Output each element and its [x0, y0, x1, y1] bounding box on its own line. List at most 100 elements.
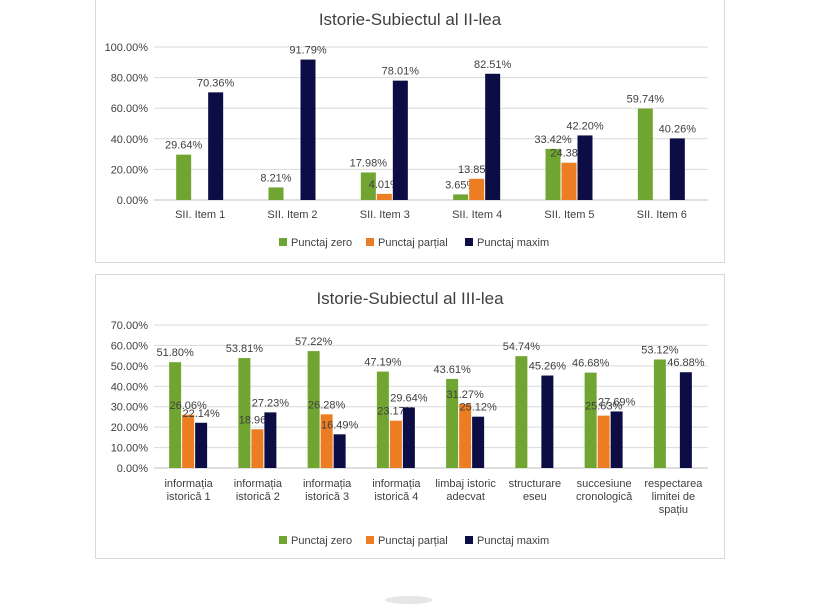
x-category-label: SII. Item 2 — [267, 209, 317, 221]
y-tick-label: 50.00% — [111, 361, 149, 373]
data-label: 57.22% — [295, 336, 333, 348]
bar-punctaj-partial — [459, 404, 472, 468]
x-category-label: SII. Item 4 — [452, 209, 502, 221]
x-category-label: informația — [234, 478, 283, 490]
x-category-label: SII. Item 5 — [544, 209, 594, 221]
chart-subiectul-3: Istorie-Subiectul al III-lea 70.00% 60.00… — [111, 289, 708, 547]
data-label: 59.74% — [627, 94, 665, 106]
bar-punctaj-partial — [182, 414, 195, 468]
chart-panel-subiectul-3: Istorie-Subiectul al III-lea 70.00% 60.00… — [95, 274, 725, 559]
bar-punctaj-zero — [545, 148, 561, 200]
x-category-label: adecvat — [446, 491, 485, 503]
chart-subiectul-2: Istorie-Subiectul al II-lea 100.00% 80.00… — [105, 10, 708, 249]
y-tick-label: 10.00% — [111, 443, 149, 455]
legend-swatch — [465, 238, 473, 246]
data-label: 45.26% — [529, 361, 567, 373]
legend-swatch — [279, 536, 287, 544]
data-label: 26.28% — [308, 399, 346, 411]
legend-swatch — [279, 238, 287, 246]
y-tick-label: 80.00% — [111, 73, 149, 85]
page-shadow — [385, 596, 433, 604]
x-category-label: istorică 2 — [236, 491, 280, 503]
bar-punctaj-maxim — [264, 412, 277, 468]
bar-punctaj-zero — [637, 108, 653, 200]
bar-punctaj-zero — [653, 359, 666, 468]
bar-punctaj-zero — [169, 362, 182, 468]
data-label: 4.01% — [369, 179, 400, 191]
bar-punctaj-zero — [584, 372, 597, 468]
bar-punctaj-maxim — [541, 375, 554, 468]
legend-swatch — [366, 238, 374, 246]
bar-punctaj-partial — [251, 429, 264, 468]
x-category-label: respectarea — [644, 478, 703, 490]
y-tick-label: 70.00% — [111, 320, 149, 332]
legend-label: Punctaj parțial — [378, 237, 448, 249]
x-category-label: SII. Item 3 — [360, 209, 410, 221]
x-category-label: istorică 1 — [167, 491, 211, 503]
bar-punctaj-partial — [376, 193, 392, 200]
data-label: 33.42% — [534, 134, 572, 146]
bar-punctaj-zero — [453, 194, 469, 200]
x-category-label: limitei de — [652, 491, 695, 503]
y-tick-label: 20.00% — [111, 422, 149, 434]
data-label: 78.01% — [382, 66, 420, 78]
data-label: 53.12% — [641, 344, 679, 356]
data-label: 91.79% — [289, 45, 327, 57]
legend-swatch — [366, 536, 374, 544]
bar-punctaj-partial — [561, 162, 577, 200]
y-tick-label: 60.00% — [111, 340, 149, 352]
data-label: 27.23% — [252, 397, 290, 409]
y-tick-label: 40.00% — [111, 381, 149, 393]
bar-punctaj-maxim — [195, 422, 208, 468]
y-tick-label: 40.00% — [111, 134, 149, 146]
x-category-label: cronologică — [576, 491, 633, 503]
bar-punctaj-partial — [320, 414, 333, 468]
data-label: 3.65% — [445, 179, 476, 191]
x-category-label: SII. Item 6 — [637, 209, 687, 221]
y-tick-label: 60.00% — [111, 103, 149, 115]
bar-punctaj-maxim — [392, 80, 408, 200]
data-label: 16.49% — [321, 419, 359, 431]
bar-punctaj-maxim — [300, 59, 316, 201]
x-category-label: informația — [164, 478, 213, 490]
data-label: 29.64% — [165, 140, 203, 152]
data-label: 82.51% — [474, 59, 512, 71]
bar-punctaj-zero — [307, 351, 320, 468]
bar-punctaj-zero — [360, 172, 376, 200]
data-label: 26.06% — [169, 400, 207, 412]
x-category-label: structurare — [509, 478, 562, 490]
bar-punctaj-maxim — [577, 135, 593, 200]
x-category-label: informația — [303, 478, 352, 490]
y-tick-label: 100.00% — [105, 42, 149, 54]
data-label: 54.74% — [503, 341, 541, 353]
data-label: 70.36% — [197, 77, 235, 89]
x-category-label: istorică 3 — [305, 491, 349, 503]
bar-punctaj-zero — [376, 371, 389, 468]
data-label: 46.68% — [572, 358, 610, 370]
data-label: 27.69% — [598, 396, 636, 408]
bar-punctaj-maxim — [402, 407, 415, 468]
data-label: 29.64% — [390, 392, 428, 404]
data-label: 42.20% — [566, 120, 604, 132]
bar-punctaj-partial — [469, 178, 485, 200]
x-category-label: SII. Item 1 — [175, 209, 225, 221]
bar-punctaj-zero — [268, 187, 284, 200]
bar-punctaj-zero — [515, 356, 528, 468]
bar-punctaj-partial — [389, 420, 402, 468]
data-label: 40.26% — [659, 123, 697, 135]
data-label: 51.80% — [156, 347, 194, 359]
x-category-label: istorică 4 — [374, 491, 418, 503]
legend-label: Punctaj maxim — [477, 535, 549, 547]
bar-punctaj-partial — [597, 415, 610, 468]
data-label: 25.63% — [585, 401, 623, 413]
bar-punctaj-maxim — [472, 416, 485, 468]
bar-punctaj-maxim — [208, 92, 224, 200]
x-category-label: limbaj istoric — [435, 478, 496, 490]
data-label: 47.19% — [364, 357, 402, 369]
legend-swatch — [465, 536, 473, 544]
chart-panel-subiectul-2: Istorie-Subiectul al II-lea 100.00% 80.00… — [95, 0, 725, 263]
data-label: 25.12% — [459, 402, 497, 414]
data-label: 22.14% — [182, 408, 220, 420]
y-tick-label: 30.00% — [111, 402, 149, 414]
legend-label: Punctaj parțial — [378, 535, 448, 547]
